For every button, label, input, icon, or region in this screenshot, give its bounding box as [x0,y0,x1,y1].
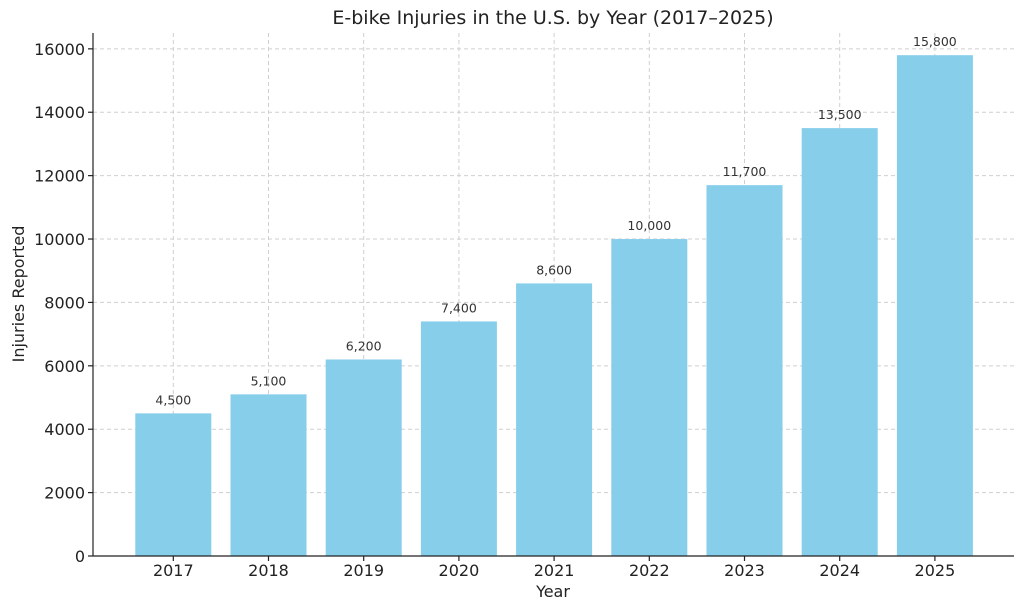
bar-2017 [135,413,212,556]
x-tick-label: 2023 [724,561,765,580]
chart-title: E-bike Injuries in the U.S. by Year (201… [332,7,773,29]
x-tick-label: 2022 [629,561,670,580]
data-label-2025: 15,800 [913,34,957,49]
bar-2020 [420,321,497,556]
y-tick-label: 14000 [34,103,85,122]
bar-2024 [801,128,878,556]
bar-2018 [230,394,307,556]
y-axis-label: Injuries Reported [9,226,28,363]
data-label-2020: 7,400 [441,300,477,315]
bar-2021 [516,283,593,556]
bar-2022 [611,239,688,556]
x-tick-label: 2018 [248,561,289,580]
bar-2019 [325,359,402,556]
bar-2025 [896,55,973,557]
x-axis-label: Year [535,582,570,601]
y-tick-label: 2000 [44,484,85,503]
y-ticks: 0 2000 4000 6000 8000 10000 12000 14000 16000 [34,40,93,566]
x-tick-label: 2019 [343,561,384,580]
data-label-2024: 13,500 [818,107,862,122]
x-tick-label: 2017 [153,561,194,580]
x-tick-label: 2020 [439,561,480,580]
x-tick-label: 2024 [819,561,860,580]
data-label-2019: 6,200 [346,338,382,353]
data-label-2022: 10,000 [627,218,671,233]
data-label-2018: 5,100 [251,373,287,388]
data-labels: 4,500 5,100 6,200 7,400 8,600 10,000 11,700 13,… [155,34,956,407]
y-tick-label: 12000 [34,167,85,186]
bars [135,55,973,557]
data-label-2023: 11,700 [723,164,767,179]
data-label-2017: 4,500 [155,392,191,407]
y-tick-label: 8000 [44,293,85,312]
x-tick-label: 2025 [915,561,956,580]
data-label-2021: 8,600 [536,262,572,277]
y-tick-label: 16000 [34,40,85,59]
y-tick-label: 6000 [44,357,85,376]
y-tick-label: 10000 [34,230,85,249]
x-ticks: 2017 2018 2019 2020 2021 2022 2023 2024 2025 [153,556,955,580]
y-tick-label: 4000 [44,420,85,439]
bar-2023 [706,185,783,557]
y-tick-label: 0 [75,547,85,566]
x-tick-label: 2021 [534,561,575,580]
